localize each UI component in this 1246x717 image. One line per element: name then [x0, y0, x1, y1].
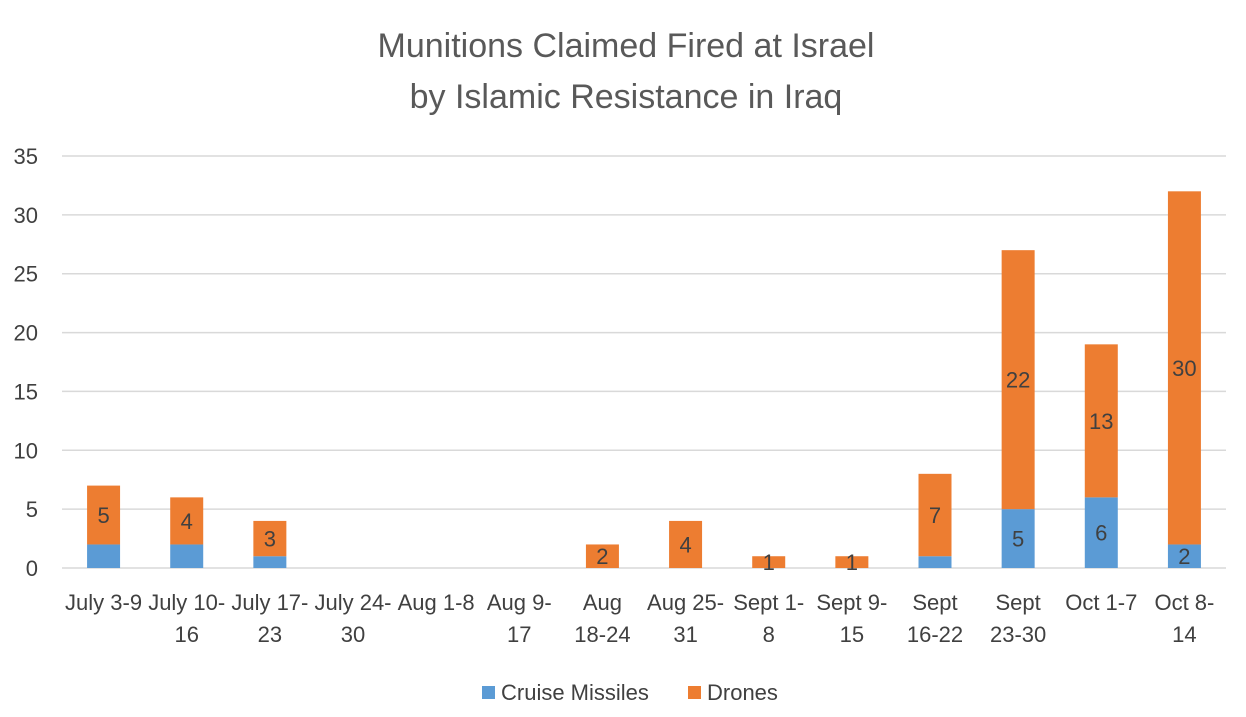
chart-title-line-2: by Islamic Resistance in Iraq: [410, 78, 843, 116]
x-category-label: 30: [341, 622, 365, 647]
legend-swatch-cruise-missiles: [482, 686, 495, 699]
data-label-cruise-missiles-11: 5: [1012, 527, 1024, 552]
bar-cruise-missiles-11: [1001, 509, 1035, 568]
x-category-label: July 24-: [314, 590, 391, 615]
data-label-drones-9: 1: [846, 550, 858, 575]
x-category-label: Sept 1-: [733, 590, 804, 615]
chart-title-line-1: Munitions Claimed Fired at Israel: [378, 27, 875, 65]
bar-drones-10: [918, 473, 952, 557]
bar-drones-6: [585, 544, 619, 568]
x-category-label: 16-22: [907, 622, 963, 647]
bar-drones-2: [253, 520, 287, 557]
y-tick-label: 10: [14, 438, 38, 463]
bar-cruise-missiles-0: [87, 544, 121, 568]
x-category-label: Aug: [583, 590, 622, 615]
chart-title: Munitions Claimed Fired at Israel by Isla…: [378, 27, 875, 116]
legend-label-cruise-missiles: Cruise Missiles: [501, 680, 649, 705]
data-label-drones-1: 4: [181, 509, 193, 534]
x-category-label: 15: [840, 622, 864, 647]
x-category-label: Oct 8-: [1154, 590, 1214, 615]
bar-drones-0: [87, 485, 121, 545]
bar-drones-7: [669, 520, 703, 568]
bar-cruise-missiles-12: [1084, 497, 1118, 568]
data-label-cruise-missiles-12: 6: [1095, 521, 1107, 546]
data-label-drones-12: 13: [1089, 409, 1113, 434]
x-category-label: 18-24: [574, 622, 630, 647]
data-label-cruise-missiles-13: 2: [1178, 544, 1190, 569]
data-label-drones-8: 1: [763, 550, 775, 575]
data-label-drones-6: 2: [596, 544, 608, 569]
bar-drones-13: [1167, 191, 1201, 545]
data-label-drones-7: 4: [679, 532, 691, 557]
y-tick-label: 30: [14, 203, 38, 228]
data-label-drones-0: 5: [97, 503, 109, 528]
x-category-label: 23: [258, 622, 282, 647]
data-label-drones-11: 22: [1006, 368, 1030, 393]
y-tick-label: 20: [14, 321, 38, 346]
legend: Cruise Missiles Drones: [482, 680, 778, 705]
x-category-label: July 10-: [148, 590, 225, 615]
y-tick-label: 15: [14, 379, 38, 404]
x-category-label: Sept: [912, 590, 957, 615]
x-category-label: Oct 1-7: [1065, 590, 1137, 615]
gridlines: [62, 155, 1226, 569]
x-axis-categories: July 3-9 July 10- 16 July 17- 23 July 24- 30 Au…: [65, 590, 1214, 647]
x-category-label: 23-30: [990, 622, 1046, 647]
data-labels: 5 4 3 2 4 1 1 7 5 22 6 13 2 30: [97, 356, 1196, 575]
bar-drones-11: [1001, 250, 1035, 510]
bar-cruise-missiles-13: [1167, 544, 1201, 568]
y-tick-label: 5: [26, 497, 38, 522]
bars: [87, 191, 1201, 568]
y-tick-label: 0: [26, 556, 38, 581]
y-axis-ticks: 0 5 10 15 20 25 30 35: [14, 144, 38, 581]
x-category-label: 14: [1172, 622, 1196, 647]
x-category-label: Aug 25-: [647, 590, 724, 615]
x-category-label: July 17-: [231, 590, 308, 615]
y-tick-label: 35: [14, 144, 38, 169]
bar-drones-12: [1084, 344, 1118, 498]
x-category-label: Aug 9-: [487, 590, 552, 615]
data-label-drones-10: 7: [929, 503, 941, 528]
bar-drones-8: [752, 556, 786, 568]
x-category-label: 16: [174, 622, 198, 647]
x-category-label: 8: [763, 622, 775, 647]
legend-label-drones: Drones: [707, 680, 778, 705]
x-category-label: July 3-9: [65, 590, 142, 615]
data-label-drones-13: 30: [1172, 356, 1196, 381]
x-category-label: Sept: [996, 590, 1041, 615]
bar-drones-1: [170, 497, 204, 545]
x-category-label: Sept 9-: [816, 590, 887, 615]
data-label-drones-2: 3: [264, 527, 276, 552]
x-category-label: 17: [507, 622, 531, 647]
bar-cruise-missiles-10: [918, 556, 952, 568]
bar-cruise-missiles-2: [253, 556, 287, 568]
x-category-label: Aug 1-8: [398, 590, 475, 615]
bar-drones-9: [835, 556, 869, 568]
y-tick-label: 25: [14, 262, 38, 287]
x-category-label: 31: [673, 622, 697, 647]
bar-cruise-missiles-1: [170, 544, 204, 568]
legend-swatch-drones: [688, 686, 701, 699]
